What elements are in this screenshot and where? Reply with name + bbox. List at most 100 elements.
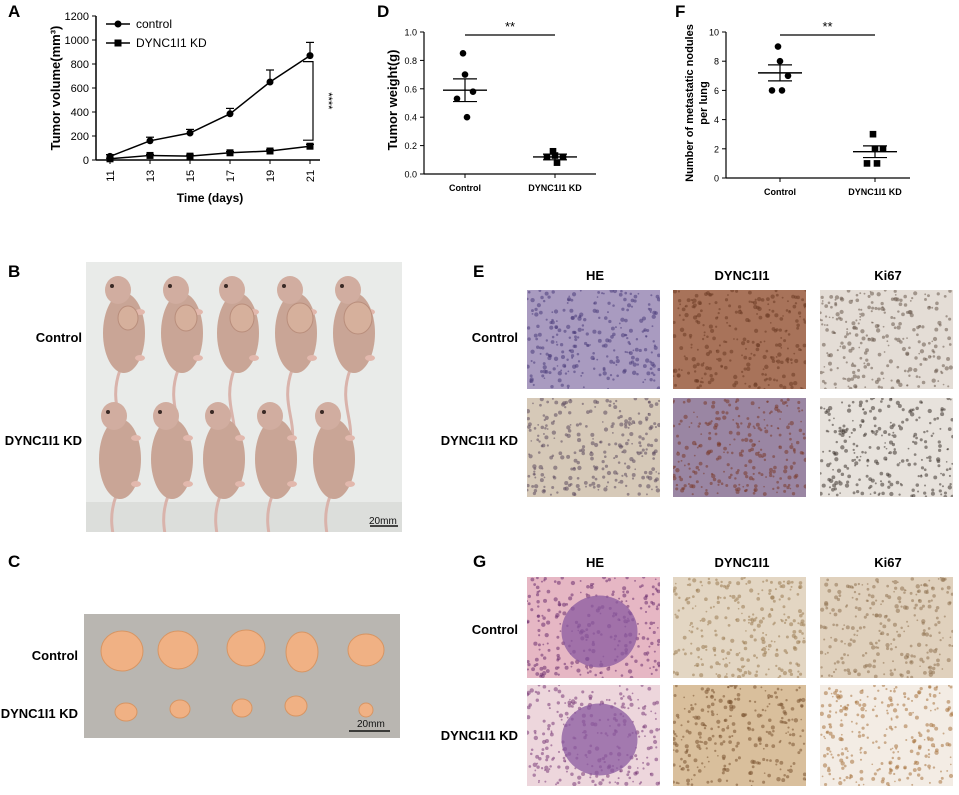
cell-nucleus [882,377,885,380]
cell-nucleus [769,467,773,472]
cell-nucleus [935,616,939,620]
cell-nucleus [677,460,680,463]
cell-nucleus [701,741,704,744]
cell-nucleus [559,623,562,625]
cell-nucleus [872,664,876,669]
cell-nucleus [572,702,575,706]
cell-nucleus [715,673,718,675]
cell-nucleus [717,357,722,362]
cell-nucleus [886,584,890,588]
cell-nucleus [541,346,545,350]
cell-nucleus [734,698,737,701]
cell-nucleus [728,430,733,435]
cell-nucleus [624,781,629,786]
cell-nucleus [779,317,784,321]
cell-nucleus [657,643,660,646]
cell-nucleus [834,302,838,305]
cell-nucleus [896,703,899,706]
cell-nucleus [727,685,730,689]
cell-nucleus [683,707,686,710]
x-tick-label: 15 [185,170,197,182]
cell-nucleus [938,489,942,493]
cell-nucleus [836,597,841,602]
cell-nucleus [716,600,720,605]
histology-texture [527,685,660,786]
cell-nucleus [791,742,795,747]
cell-nucleus [845,584,850,589]
cell-nucleus [858,400,863,405]
cell-nucleus [875,641,878,645]
cell-nucleus [803,306,806,309]
cell-nucleus [882,308,886,312]
cell-nucleus [542,739,547,744]
cell-nucleus [893,297,896,300]
cell-nucleus [887,485,891,489]
cell-nucleus [931,488,935,492]
cell-nucleus [895,400,900,405]
cell-nucleus [787,333,791,336]
cell-nucleus [893,689,896,693]
cell-nucleus [802,436,806,440]
cell-nucleus [686,398,691,403]
cell-nucleus [624,333,627,337]
cell-nucleus [530,608,534,612]
cell-nucleus [822,450,825,453]
cell-nucleus [741,341,746,346]
cell-nucleus [546,428,549,430]
cell-nucleus [532,383,535,387]
cell-nucleus [831,423,834,427]
cell-nucleus [751,443,756,448]
cell-nucleus [916,333,919,337]
cell-nucleus [935,606,940,610]
cell-nucleus [712,336,716,341]
cell-nucleus [927,756,930,759]
cell-nucleus [547,648,551,652]
cell-nucleus [906,620,909,623]
mouse-paw [287,435,297,441]
cell-nucleus [893,668,897,671]
cell-nucleus [834,457,839,462]
cell-nucleus [840,640,844,643]
cell-nucleus [635,757,639,761]
cell-nucleus [751,765,755,769]
mouse-tail [162,495,170,532]
cell-nucleus [933,475,938,480]
cell-nucleus [591,481,596,486]
cell-nucleus [859,315,862,318]
cell-nucleus [903,630,906,633]
cell-nucleus [691,356,696,362]
cell-nucleus [620,290,623,293]
cell-nucleus [673,652,676,656]
histology-texture [527,290,660,389]
cell-nucleus [860,312,865,317]
cell-nucleus [869,484,873,489]
cell-nucleus [770,607,774,611]
mouse-eye [106,410,110,414]
cell-nucleus [699,736,702,739]
cell-nucleus [656,626,659,629]
cell-nucleus [770,725,775,730]
panel-letter-c: C [8,552,21,571]
cell-nucleus [775,360,778,363]
cell-nucleus [858,308,861,311]
cell-nucleus [579,290,582,292]
cell-nucleus [588,483,592,487]
cell-nucleus [751,780,754,783]
cell-nucleus [823,381,827,385]
cell-nucleus [680,757,683,761]
cell-nucleus [873,491,877,495]
cell-nucleus [890,379,893,382]
cell-nucleus [859,426,862,429]
cell-nucleus [680,459,683,462]
cell-nucleus [688,583,692,587]
cell-nucleus [656,605,659,608]
cell-nucleus [872,585,876,589]
cell-nucleus [887,473,892,478]
mouse-paw [235,435,245,441]
cell-nucleus [707,380,712,385]
cell-nucleus [553,437,556,440]
cell-nucleus [566,716,569,719]
cell-nucleus [879,622,883,626]
cell-nucleus [602,371,607,376]
cell-nucleus [682,332,687,337]
